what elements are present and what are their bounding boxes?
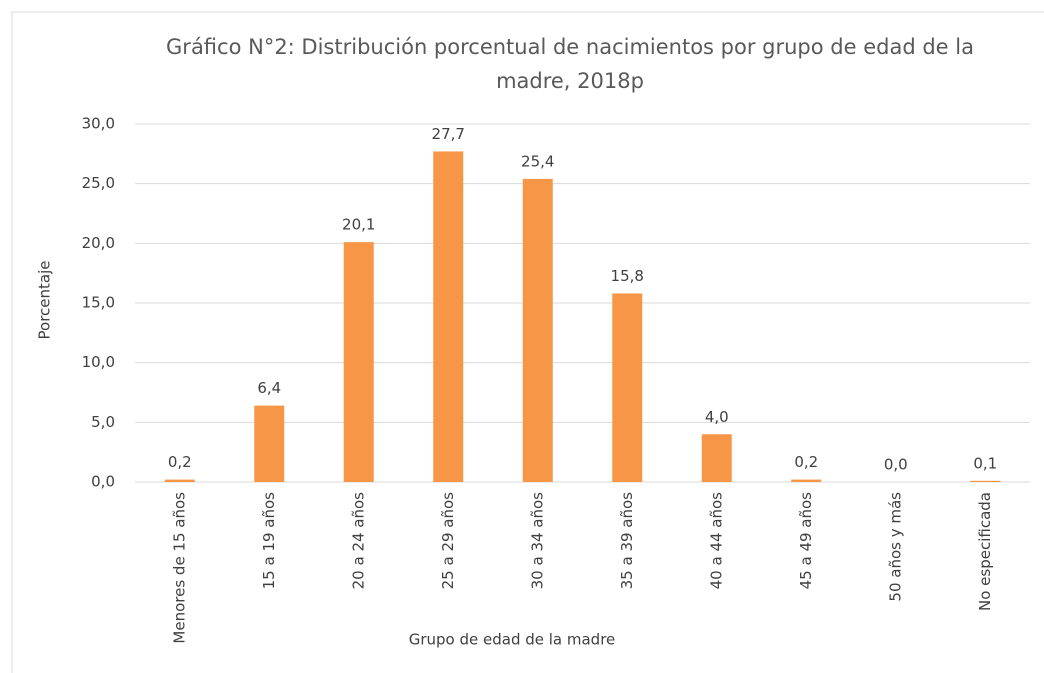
value-label: 25,4 [521,152,554,170]
x-tick-label: 50 años y más [886,492,904,602]
bar [254,405,285,482]
y-tick-label: 10,0 [82,353,115,371]
bar [612,293,643,482]
bar [522,178,553,483]
chart-title: Gráfico N°2: Distribución porcentual de … [166,35,974,93]
bar [701,434,732,482]
value-label: 15,8 [611,267,644,285]
y-tick-label: 20,0 [82,234,115,252]
x-tick-label: Menores de 15 años [170,492,188,644]
value-label: 4,0 [705,408,729,426]
value-label: 0,2 [794,453,818,471]
y-tick-label: 25,0 [82,174,115,192]
x-tick-label: 20 a 24 años [349,492,367,590]
x-tick-label: 35 a 39 años [618,492,636,590]
chart-border [11,11,1044,673]
x-tick-label: 30 a 34 años [528,492,546,590]
x-tick-label: No especificada [976,492,994,611]
bar [343,242,374,482]
y-tick-label: 30,0 [82,115,115,133]
y-axis-label: Porcentaje [36,261,54,340]
x-tick-label: 15 a 19 años [260,492,278,590]
x-tick-label: 40 a 44 años [707,492,725,590]
y-tick-label: 15,0 [82,294,115,312]
value-label: 6,4 [257,379,281,397]
value-label: 0,0 [884,456,908,474]
x-tick-label: 25 a 29 años [439,492,457,590]
y-tick-label: 0,0 [91,473,115,491]
bar [970,480,1001,482]
x-axis-label: Grupo de edad de la madre [409,631,616,649]
bar [164,479,195,482]
bar [433,151,464,483]
value-label: 27,7 [432,125,465,143]
x-tick-label: 45 a 49 años [797,492,815,590]
bar [791,479,822,482]
value-label: 0,2 [168,453,192,471]
value-label: 0,1 [973,454,997,472]
y-tick-label: 5,0 [91,413,115,431]
value-label: 20,1 [342,216,375,234]
